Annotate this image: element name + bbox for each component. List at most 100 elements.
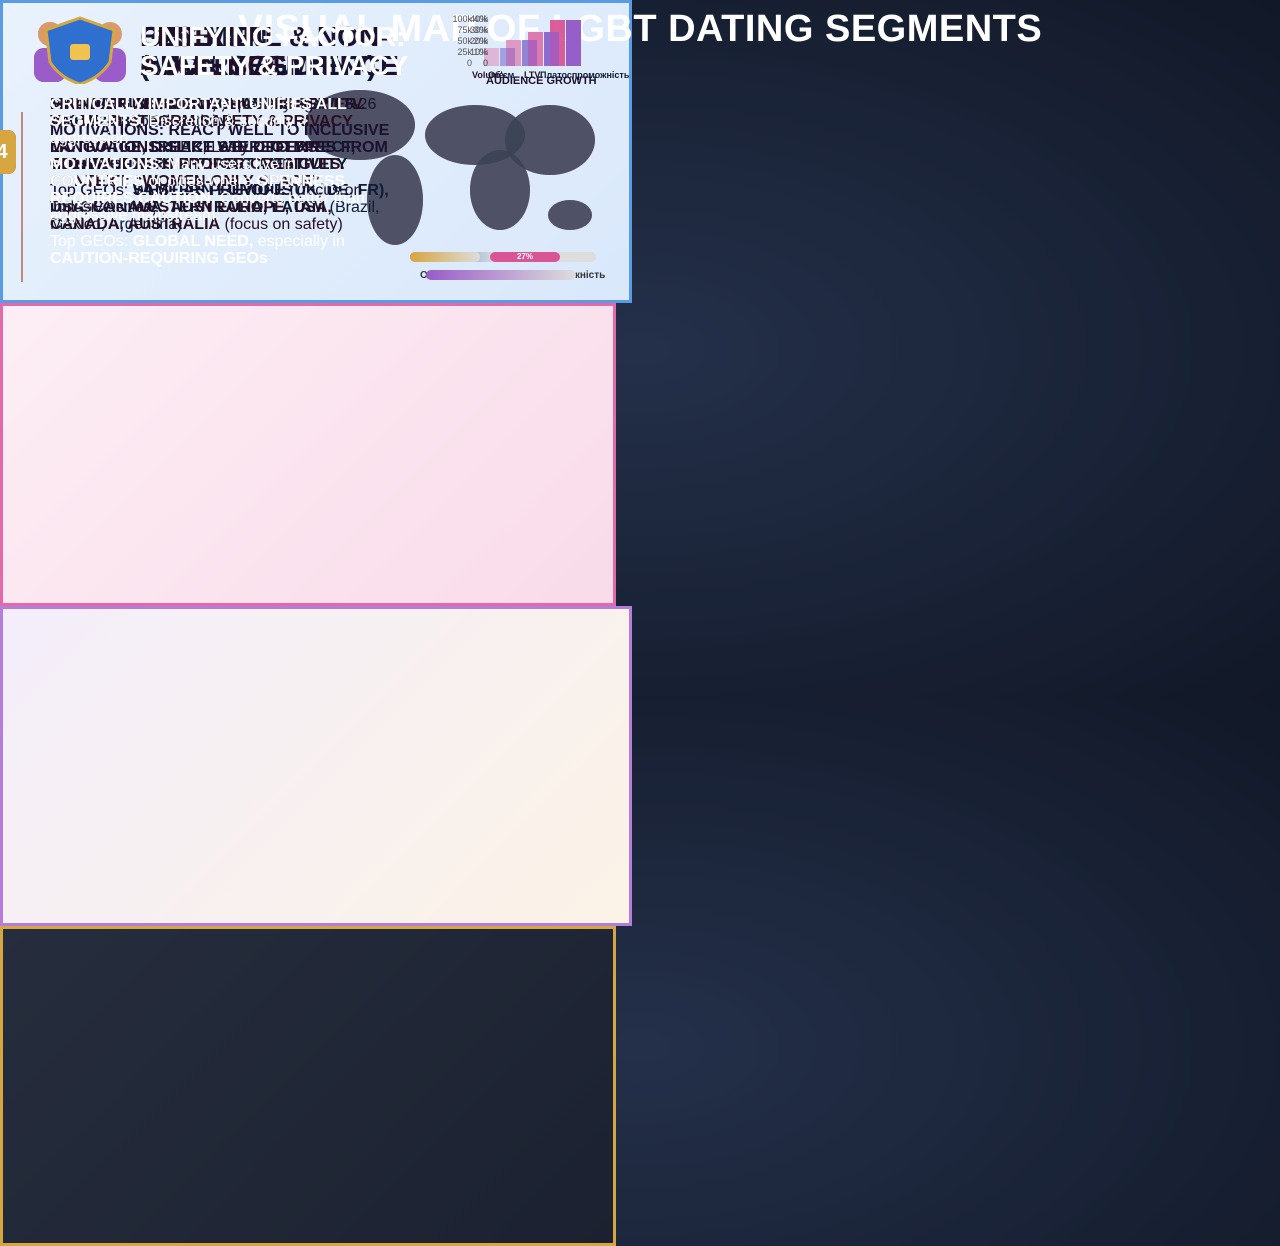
chart-label: LTV [524, 70, 541, 80]
chart-bar [566, 20, 581, 66]
page-title: VISUAL MAP OF LGBT DATING SEGMENTS [237, 8, 1043, 50]
bullet-text: GROWING SEGMENT, [50, 96, 217, 113]
bullet-text: Converts better than aggressive mainstre… [50, 190, 365, 224]
panel-title: LESBIAN AUDIENCE [140, 22, 286, 80]
chart-label: AUDIENCE GROWTH [486, 75, 597, 87]
bullet-text: GLOBAL NEED, [132, 233, 254, 250]
title-line: UNIFYING FACTOR: [140, 21, 406, 52]
bullet-text: or cities where [144, 173, 257, 190]
bullet-text: SAME AS PREVIOUS [132, 182, 293, 199]
y-tick-label: 0 [482, 58, 488, 68]
y-tick-label: 10k [473, 47, 488, 57]
bullet-text: OFFERS CONVERT WITH PROPER CREATIVES. CO… [50, 139, 345, 190]
y-tick-label: 20% [469, 36, 488, 46]
chart-bar [506, 40, 521, 66]
bullet: SMALLER IN VOLUME, BUT HIGHER LTV. VALUE… [30, 96, 390, 130]
chart-bar [522, 40, 537, 66]
bullet-text: Top GEOs: [50, 233, 133, 250]
bullet: GROWING SEGMENT, especially aged 18-26 [30, 96, 390, 113]
y-tick-label: 25k [457, 47, 472, 57]
mini-chart: 40% 30% 20% 10% 0 AUDIENCE GROWTH [466, 14, 606, 104]
y-tick-label: 0 [466, 58, 472, 68]
bullet-text: WESTERN EUROPE (UK, DE, FR), USA, CANADA… [50, 182, 389, 216]
y-tick-label: 50k [457, 36, 472, 46]
bullet-text: CAUTION-REQUIRING GEOs [50, 250, 268, 267]
bullet-text: MOTIVATION: REACT WELL TO DIRECT, CLEAR … [50, 139, 356, 173]
bullet-text: MOTIVATIONS [50, 156, 159, 173]
continent [470, 150, 530, 230]
bullet: MOTIVATIONS: Many users live in COUNTRIE… [30, 156, 380, 224]
bullet: Top GEOs: WESTERN EUROPE, USA, CANADA, A… [30, 199, 390, 233]
title-line: BINARY AUDIENCE [140, 50, 399, 81]
bullet-text: : Many users live in [158, 156, 296, 173]
timeline [21, 112, 23, 282]
y-tick-label: 30% [469, 25, 488, 35]
progress-value: 27% [490, 252, 560, 262]
lock [70, 44, 90, 60]
y-tick-label: 20k [473, 36, 488, 46]
panel: UNIFYING FACTOR: SAFETY & PRIVACY 4 CRITICA… [0, 16, 616, 1246]
bullet-text: (Brazil, Mexico, Argentina) [50, 199, 380, 233]
chart-label: Volume [472, 70, 504, 80]
bullet: Top GEOs: SAME AS PREVIOUS (focus on inc… [30, 182, 390, 216]
bullet-text: SMALLER IN VOLUME, BUT HIGHER LTV. VALUE… [50, 96, 366, 130]
bullet-text: especially aged 18-26 [216, 96, 377, 113]
bullet-text: (focus on inclusive cities) [50, 182, 363, 216]
bullet: MOTIVATIONS: REACT WELL TO INCLUSIVE LAN… [30, 122, 390, 173]
y-tick-label: 100k [452, 14, 472, 24]
bullet-text: MAIN VOLUME & PURCHASING POWER. AGE 22-3… [50, 96, 362, 130]
bullet-text: HER, Lesly [168, 139, 253, 156]
bullet-text: MOTIVATIONS: [50, 139, 169, 156]
title-line: BISEXUAL & NON- [140, 21, 389, 52]
bullet-list: GROWING SEGMENT, especially aged 18-26 MO… [30, 96, 390, 225]
panel: BISEXUAL & NON-BINARY AUDIENCE3GROWING S… [0, 14, 632, 926]
bullet-text: Discretion & security > aggression [50, 113, 309, 147]
bullet: CRITICALLY IMPORTANT. UNIFIES ALL SEGMEN… [30, 96, 380, 147]
panel-title: BISEXUAL & NON- BINARY AUDIENCE [140, 22, 399, 80]
title-line: (MAIN SEGMENT) [140, 50, 377, 81]
continent [367, 155, 423, 245]
y-tick-label: 40% [469, 14, 488, 24]
bullet-text: especially in [253, 233, 345, 250]
title-line: LESBIAN [140, 21, 263, 52]
bullet-text: Top GEOs: [50, 182, 133, 199]
bullet-text: CRITICALLY IMPORTANT. UNIFIES ALL SEGMEN… [50, 96, 347, 130]
bullet: MAIN VOLUME & PURCHASING POWER. AGE 22-3… [30, 96, 390, 130]
progress-track [426, 270, 576, 280]
bullet-text: MOTIVATIONS: REACT WELL TO INCLUSIVE LAN… [50, 122, 390, 173]
world-map [305, 90, 595, 245]
chart-label: Об'єм [488, 70, 515, 80]
continent [505, 105, 595, 175]
continent [548, 200, 592, 230]
y-tick-label: 10% [469, 47, 488, 57]
bullet-list: MAIN VOLUME & PURCHASING POWER. AGE 22-3… [30, 96, 390, 242]
title-line: SAFETY & PRIVACY [140, 50, 409, 81]
y-tick-label: 40k [473, 14, 488, 24]
bullet-text: Top GEOs: [50, 199, 133, 216]
title-line: GAY MEN [140, 21, 268, 52]
bullet: MOTIVATIONS: HER, Lesly OFFERS CONVERT W… [30, 139, 390, 190]
continent [305, 90, 415, 160]
bullet-text: COUNTRIES [50, 173, 145, 190]
chart-bar [500, 48, 515, 66]
bullet-text: WESTERN EUROPE, USA, CANADA, AUSTRALIA [50, 199, 332, 233]
bullet: MOTIVATION: REACT WELL TO DIRECT, CLEAR … [30, 139, 390, 173]
chart-label: Платоспроможність [540, 70, 630, 80]
bullet-text: (peak activity) [130, 113, 234, 130]
step-badge: 4 [0, 130, 16, 174]
chart-bar [484, 48, 499, 66]
y-tick-label: 30k [473, 25, 488, 35]
progress-track [410, 252, 480, 262]
bullet-list: SMALLER IN VOLUME, BUT HIGHER LTV. VALUE… [30, 96, 390, 242]
bullet-list: CRITICALLY IMPORTANT. UNIFIES ALL SEGMEN… [30, 96, 380, 276]
panel-title: GAY MEN (MAIN SEGMENT) [140, 22, 376, 80]
bullet: Top GEOs: WESTERN EUROPE (UK, DE, FR), U… [30, 182, 390, 233]
progress-bars [410, 252, 590, 284]
bullet-text: OPENNESS REQUIRES CAUTION. [50, 173, 346, 207]
chart-bar [544, 32, 559, 66]
segment-icon [44, 16, 116, 84]
progress-bars [426, 270, 606, 302]
y-tick-label: 75k [457, 25, 472, 35]
